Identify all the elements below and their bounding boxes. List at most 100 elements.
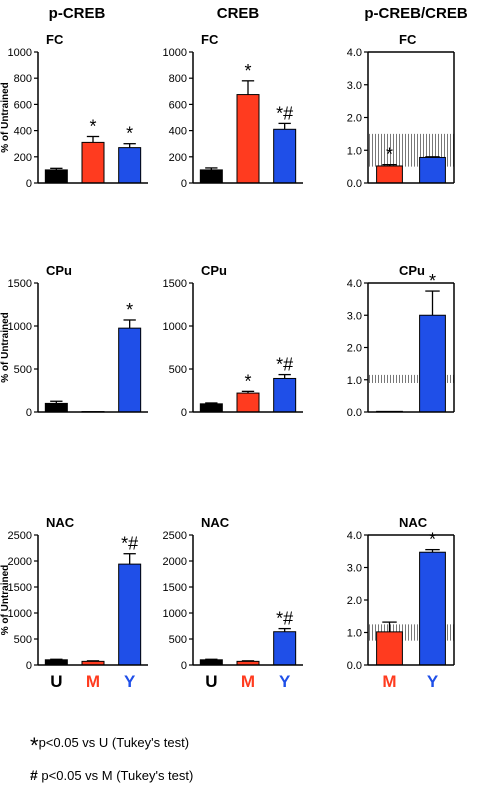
significance-mark-Y: *#: [276, 355, 293, 375]
y-tick-label: 4.0: [347, 47, 362, 59]
bar-U: [44, 402, 68, 413]
panel-title: CPu: [201, 263, 227, 278]
panel-title: NAC: [399, 515, 428, 530]
y-tick-label: 0: [181, 178, 187, 190]
y-tick-label: 1000: [163, 608, 187, 620]
bar-Y: [419, 156, 446, 184]
chart-panel-3: * 0.0 1.0 2.0 3.0 4.0 FC: [347, 32, 455, 190]
y-tick-label: 2.0: [347, 113, 362, 125]
significance-mark-Y: *#: [276, 609, 293, 629]
y-tick-label: 1000: [163, 47, 187, 59]
bar-Y: [118, 563, 142, 666]
significance-mark-Y: *: [126, 124, 133, 144]
chart-panel-6: * 0.0 1.0 2.0 3.0 4.0 CPu: [347, 263, 455, 419]
y-tick-label: 0.0: [347, 178, 362, 190]
x-label-Y: Y: [279, 672, 291, 691]
y-tick-label: 400: [169, 126, 187, 138]
y-axis-label: % of Untrained: [0, 312, 11, 383]
y-tick-label: 3.0: [347, 563, 362, 575]
y-tick-label: 2.0: [347, 595, 362, 607]
y-tick-label: 1500: [163, 582, 187, 594]
y-tick-label: 4.0: [347, 278, 362, 290]
y-tick-label: 4.0: [347, 530, 362, 542]
bar-M: [376, 631, 403, 666]
y-tick-label: 600: [169, 99, 187, 111]
chart-panel-7: U M *# Y 0 500 1000 1500 2000 2500 NAC % of Untrain…: [0, 515, 148, 691]
hash-note-text: p<0.05 vs M (Tukey's test): [41, 768, 194, 783]
y-tick-label: 200: [169, 152, 187, 164]
y-tick-label: 1500: [8, 278, 32, 290]
bar-Y: [419, 551, 446, 666]
y-tick-label: 800: [14, 73, 32, 85]
x-label-U: U: [50, 672, 62, 691]
panel-title: CPu: [46, 263, 72, 278]
reference-band: [368, 374, 454, 383]
significance-mark-Y: *: [126, 300, 133, 320]
bar-U: [199, 169, 223, 184]
bar-Y: [273, 128, 297, 184]
y-tick-label: 1.0: [347, 375, 362, 387]
y-tick-label: 500: [14, 364, 32, 376]
bar-U: [199, 659, 223, 666]
panel-title: NAC: [46, 515, 75, 530]
bar-Y: [118, 147, 142, 184]
bar-M: [236, 392, 260, 413]
y-tick-label: 0: [181, 660, 187, 672]
panel-title: FC: [399, 32, 417, 47]
y-tick-label: 1000: [8, 321, 32, 333]
y-axis-label: % of Untrained: [0, 82, 11, 153]
y-tick-label: 400: [14, 126, 32, 138]
bar-U: [199, 403, 223, 413]
x-label-Y: Y: [124, 672, 136, 691]
significance-mark-Y: *: [429, 530, 436, 550]
x-label-Y: Y: [427, 672, 439, 691]
significance-mark-M: *: [386, 145, 393, 165]
panel-title: FC: [201, 32, 219, 47]
y-tick-label: 0.0: [347, 660, 362, 672]
chart-panel-1: * * 0 200 400 600 800 1000 FC % of Untrained: [0, 32, 148, 190]
y-tick-label: 500: [169, 634, 187, 646]
y-tick-label: 1000: [163, 321, 187, 333]
y-tick-label: 1.0: [347, 628, 362, 640]
y-tick-label: 0: [26, 660, 32, 672]
y-tick-label: 3.0: [347, 310, 362, 322]
star-symbol: *: [30, 733, 39, 758]
panel-title: FC: [46, 32, 64, 47]
y-tick-label: 600: [14, 99, 32, 111]
y-tick-label: 1.0: [347, 145, 362, 157]
significance-mark-M: *: [244, 61, 251, 81]
y-tick-label: 2500: [8, 530, 32, 542]
panel-title: NAC: [201, 515, 230, 530]
bar-M: [81, 141, 105, 184]
chart-panel-2: * *# 0 200 400 600 800 1000 FC: [163, 32, 303, 190]
bar-Y: [273, 377, 297, 413]
y-tick-label: 200: [14, 152, 32, 164]
x-label-U: U: [205, 672, 217, 691]
bar-Y: [118, 327, 142, 413]
y-tick-label: 2.0: [347, 343, 362, 355]
panel-title: CPu: [399, 263, 425, 278]
y-tick-label: 3.0: [347, 80, 362, 92]
chart-panel-4: * 0 500 1000 1500 CPu % of Untrained: [0, 263, 148, 419]
y-tick-label: 500: [169, 364, 187, 376]
y-tick-label: 1500: [8, 582, 32, 594]
y-tick-label: 1000: [8, 47, 32, 59]
significance-mark-M: *: [89, 116, 96, 136]
y-tick-label: 0: [26, 407, 32, 419]
x-label-M: M: [241, 672, 255, 691]
significance-mark-Y: *#: [121, 534, 138, 554]
y-tick-label: 0: [181, 407, 187, 419]
footnote-hash: # p<0.05 vs M (Tukey's test): [30, 767, 193, 783]
bar-Y: [273, 631, 297, 666]
significance-mark-Y: *#: [276, 103, 293, 123]
chart-panel-5: * *# 0 500 1000 1500 CPu: [163, 263, 303, 419]
star-note-text: p<0.05 vs U (Tukey's test): [38, 735, 190, 750]
y-tick-label: 2500: [163, 530, 187, 542]
bar-Y: [419, 314, 446, 413]
footnote-star: *p<0.05 vs U (Tukey's test): [30, 735, 189, 757]
column-title-ratio: p-CREB/CREB: [364, 5, 467, 22]
bar-M: [376, 165, 403, 184]
y-tick-label: 0: [26, 178, 32, 190]
y-tick-label: 2000: [163, 556, 187, 568]
